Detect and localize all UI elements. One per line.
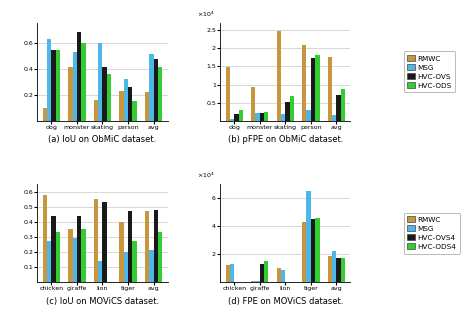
Bar — [255, 113, 260, 121]
X-axis label: (a) IoU on ObMiC dataset.: (a) IoU on ObMiC dataset. — [49, 135, 156, 144]
Bar — [68, 67, 72, 121]
Bar — [149, 251, 154, 282]
Legend: RMWC, MSG, HVC-OVS, HVC-ODS: RMWC, MSG, HVC-OVS, HVC-ODS — [404, 51, 455, 92]
Bar — [81, 229, 85, 282]
X-axis label: (b) pFPE on ObMiC dataset.: (b) pFPE on ObMiC dataset. — [227, 135, 343, 144]
Bar — [77, 32, 81, 121]
Bar — [149, 54, 154, 121]
Bar — [239, 110, 243, 121]
Legend: RMWC, MSG, HVC-OVS4, HVC-ODS4: RMWC, MSG, HVC-OVS4, HVC-ODS4 — [404, 213, 460, 254]
Bar — [56, 50, 60, 121]
Bar — [145, 92, 149, 121]
Bar — [94, 100, 98, 121]
Bar — [120, 222, 124, 282]
Bar — [120, 91, 124, 121]
Bar — [72, 238, 77, 282]
Bar — [56, 233, 60, 282]
Bar — [77, 216, 81, 282]
Bar — [102, 202, 107, 282]
Bar — [158, 233, 162, 282]
Bar — [260, 113, 264, 121]
Bar — [102, 67, 107, 121]
Bar — [234, 114, 239, 121]
Bar — [230, 264, 234, 282]
Text: $\times10^4$: $\times10^4$ — [197, 10, 214, 19]
Bar — [264, 113, 269, 121]
Bar — [128, 87, 132, 121]
Bar — [311, 58, 315, 121]
Bar — [302, 222, 306, 282]
Bar — [226, 265, 230, 282]
Bar — [124, 252, 128, 282]
Bar — [42, 195, 47, 282]
Bar — [311, 219, 315, 282]
Bar — [251, 281, 255, 282]
Bar — [276, 268, 281, 282]
Bar — [281, 270, 285, 282]
Bar — [42, 108, 47, 121]
Bar — [226, 67, 230, 121]
Bar — [315, 218, 319, 282]
Bar — [276, 31, 281, 121]
Bar — [336, 95, 341, 121]
Bar — [281, 114, 285, 121]
X-axis label: (d) FPE on MOViCS dataset.: (d) FPE on MOViCS dataset. — [227, 297, 343, 306]
Bar — [98, 43, 102, 121]
Bar — [306, 110, 311, 121]
Bar — [51, 216, 56, 282]
Bar — [264, 261, 269, 282]
Bar — [68, 229, 72, 282]
Bar — [107, 74, 111, 121]
Bar — [290, 96, 294, 121]
Bar — [47, 241, 51, 282]
Bar — [51, 50, 56, 121]
Bar — [315, 55, 319, 121]
Bar — [154, 210, 158, 282]
Bar — [255, 281, 260, 282]
Bar — [328, 57, 332, 121]
Bar — [158, 67, 162, 121]
Bar — [285, 102, 290, 121]
Bar — [145, 211, 149, 282]
X-axis label: (c) IoU on MOViCS dataset.: (c) IoU on MOViCS dataset. — [46, 297, 159, 306]
Bar — [341, 257, 345, 282]
Bar — [94, 199, 98, 282]
Bar — [81, 43, 85, 121]
Bar — [251, 87, 255, 121]
Bar — [128, 211, 132, 282]
Bar — [132, 101, 137, 121]
Bar — [332, 251, 336, 282]
Bar — [124, 79, 128, 121]
Bar — [332, 114, 336, 121]
Text: $\times10^4$: $\times10^4$ — [197, 171, 214, 180]
Bar — [98, 261, 102, 282]
Bar — [302, 45, 306, 121]
Bar — [132, 241, 137, 282]
Bar — [328, 256, 332, 282]
Bar — [72, 51, 77, 121]
Bar — [260, 264, 264, 282]
Bar — [230, 118, 234, 121]
Bar — [47, 39, 51, 121]
Bar — [336, 258, 341, 282]
Bar — [154, 59, 158, 121]
Bar — [306, 191, 311, 282]
Bar — [341, 89, 345, 121]
